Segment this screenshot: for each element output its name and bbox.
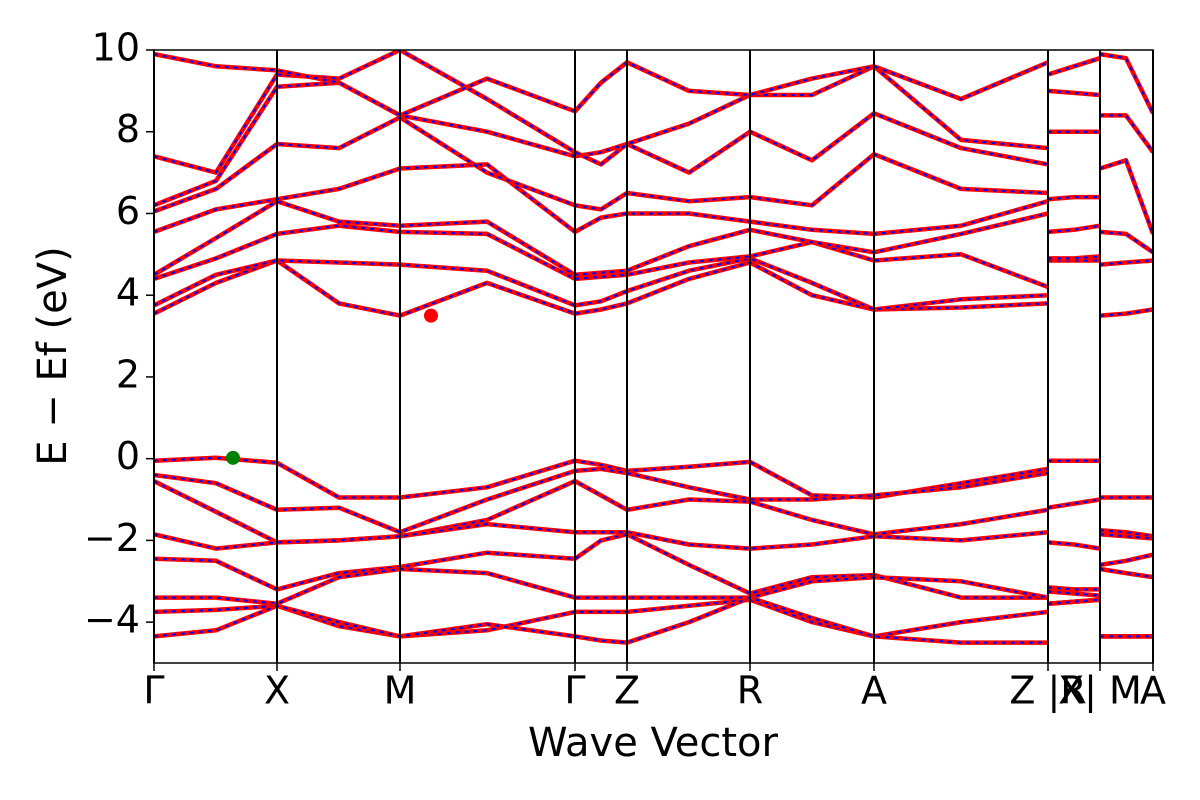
band-line-dashed (154, 224, 1153, 288)
band-line-dashed (154, 159, 1153, 276)
extremum-marker (226, 450, 240, 465)
y-tick-label: −2 (84, 516, 140, 560)
band-line-dashed (154, 114, 1153, 235)
extremum-marker (424, 308, 438, 323)
y-tick-label: 0 (116, 434, 140, 478)
band-line (154, 254, 1153, 312)
band-line-dashed (154, 467, 1153, 538)
band-line-dashed (154, 53, 1153, 213)
y-axis-label: E − Ef (eV) (30, 246, 76, 465)
x-tick-label: Z |R (1009, 669, 1086, 714)
x-tick-label: Z (614, 669, 640, 713)
y-tick-label: 4 (116, 271, 140, 315)
band-line-dashed (154, 53, 1049, 117)
y-tick-label: −4 (84, 598, 140, 642)
band-line-dashed (154, 255, 1153, 311)
band-line-dashed (154, 567, 1153, 638)
band-line-dashed (154, 523, 1153, 591)
plot-frame (153, 49, 1154, 664)
x-tick-label: A (1140, 669, 1166, 713)
x-tick-label: Γ (564, 669, 585, 713)
x-tick-label: R (737, 669, 763, 713)
y-tick-label: 2 (116, 352, 140, 396)
band-line (154, 566, 1153, 639)
band-line (154, 595, 1153, 645)
x-tick-label: X (264, 669, 290, 713)
y-tick-label: 10 (92, 26, 140, 70)
band-line (154, 158, 1153, 278)
y-tick-label: 8 (116, 107, 140, 151)
y-tick-label: 6 (116, 189, 140, 233)
plot-area (154, 50, 1153, 645)
x-tick-label: X| M (1058, 669, 1142, 714)
x-axis-label: Wave Vector (528, 720, 779, 766)
band-line (154, 597, 1153, 639)
x-tick-label: A (861, 669, 887, 713)
x-tick-label: M (384, 669, 417, 713)
band-line-dashed (154, 596, 1153, 644)
band-line (154, 521, 1153, 592)
band-line-dashed (154, 533, 1153, 599)
x-tick-label: Γ (143, 669, 164, 713)
